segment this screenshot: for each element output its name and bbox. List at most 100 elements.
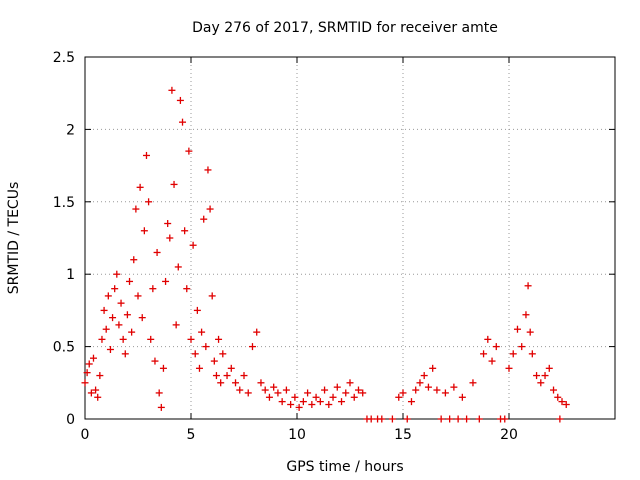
data-point: [287, 401, 295, 409]
data-point: [195, 364, 203, 372]
data-point: [96, 372, 104, 380]
data-point: [433, 386, 441, 394]
data-point: [420, 372, 428, 380]
data-point: [395, 393, 403, 401]
data-point: [446, 415, 454, 423]
data-point: [130, 256, 138, 264]
data-point: [492, 343, 500, 351]
data-point: [528, 350, 536, 358]
data-point: [562, 401, 570, 409]
data-point: [509, 350, 517, 358]
data-point: [104, 292, 112, 300]
data-point: [193, 306, 201, 314]
data-point: [257, 379, 265, 387]
data-point: [454, 415, 462, 423]
data-point: [367, 415, 375, 423]
data-point: [505, 364, 513, 372]
x-tick-label: 0: [81, 427, 90, 443]
data-point: [526, 328, 534, 336]
data-point: [480, 350, 488, 358]
data-point: [346, 379, 354, 387]
data-point: [261, 386, 269, 394]
data-point: [450, 383, 458, 391]
data-point: [513, 325, 521, 333]
data-point: [248, 343, 256, 351]
x-tick-label: 20: [500, 427, 518, 443]
data-point: [388, 415, 396, 423]
data-point: [475, 415, 483, 423]
data-point: [244, 389, 252, 397]
data-point: [403, 415, 411, 423]
data-point: [416, 379, 424, 387]
data-point: [162, 277, 170, 285]
data-point: [185, 147, 193, 155]
data-point: [115, 321, 123, 329]
data-point: [172, 321, 180, 329]
data-point: [179, 118, 187, 126]
data-point: [522, 311, 530, 319]
data-point: [132, 205, 140, 213]
data-point: [441, 389, 449, 397]
data-point: [200, 215, 208, 223]
data-point: [117, 299, 125, 307]
data-point: [541, 372, 549, 380]
data-point: [469, 379, 477, 387]
data-point: [501, 415, 509, 423]
data-point: [210, 357, 218, 365]
data-point: [308, 401, 316, 409]
data-point: [106, 345, 114, 353]
data-point: [265, 393, 273, 401]
data-point: [554, 393, 562, 401]
data-point: [333, 383, 341, 391]
data-point: [437, 415, 445, 423]
data-point: [215, 335, 223, 343]
data-point: [240, 372, 248, 380]
data-point: [412, 386, 420, 394]
data-point: [558, 398, 566, 406]
data-point: [168, 86, 176, 94]
x-tick-label: 5: [187, 427, 196, 443]
data-point: [278, 398, 286, 406]
data-point: [282, 386, 290, 394]
data-point: [170, 180, 178, 188]
data-point: [304, 389, 312, 397]
data-point: [83, 369, 91, 377]
data-point: [121, 350, 129, 358]
data-point: [157, 403, 165, 411]
data-point: [299, 398, 307, 406]
data-point: [109, 314, 117, 322]
data-point: [291, 393, 299, 401]
y-tick-label: 2: [66, 122, 75, 138]
data-point: [153, 248, 161, 256]
data-point: [102, 325, 110, 333]
data-point: [556, 415, 564, 423]
data-point: [191, 350, 199, 358]
data-point: [518, 343, 526, 351]
y-tick-label: 0: [66, 412, 75, 428]
data-point: [537, 379, 545, 387]
data-point: [87, 389, 95, 397]
data-point: [81, 379, 89, 387]
data-point: [92, 386, 100, 394]
data-point: [217, 379, 225, 387]
tick-layer: 0 5 10 15 20 0 0.5 1 1.5 2 2.5: [53, 50, 615, 443]
data-point: [429, 364, 437, 372]
data-point: [176, 96, 184, 104]
chart-title: Day 276 of 2017, SRMTID for receiver amt…: [192, 20, 498, 36]
data-point: [321, 386, 329, 394]
data-point: [187, 335, 195, 343]
data-point: [236, 386, 244, 394]
data-point: [113, 270, 121, 278]
data-point: [166, 234, 174, 242]
data-point: [134, 292, 142, 300]
x-tick-label: 10: [288, 427, 306, 443]
data-point: [212, 372, 220, 380]
data-point: [174, 263, 182, 271]
y-axis-label: SRMTID / TECUs: [6, 182, 22, 295]
data-point: [488, 357, 496, 365]
data-point: [189, 241, 197, 249]
data-point: [85, 360, 93, 368]
data-point: [126, 277, 134, 285]
data-point: [204, 166, 212, 174]
